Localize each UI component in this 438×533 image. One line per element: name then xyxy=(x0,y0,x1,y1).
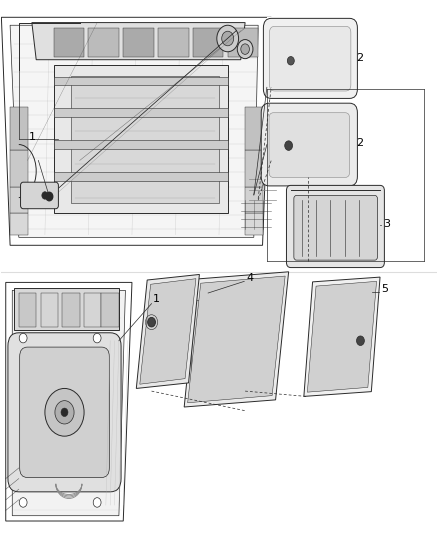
Circle shape xyxy=(241,44,249,54)
Polygon shape xyxy=(41,293,58,327)
Polygon shape xyxy=(307,281,377,392)
Polygon shape xyxy=(245,108,262,150)
Polygon shape xyxy=(304,277,380,397)
Polygon shape xyxy=(102,293,119,327)
Polygon shape xyxy=(32,22,245,60)
Polygon shape xyxy=(84,293,102,327)
FancyBboxPatch shape xyxy=(20,347,110,478)
Polygon shape xyxy=(53,109,228,117)
Polygon shape xyxy=(1,17,271,245)
Polygon shape xyxy=(245,187,262,214)
Circle shape xyxy=(357,336,364,345)
Polygon shape xyxy=(88,28,119,57)
Polygon shape xyxy=(267,17,419,266)
Polygon shape xyxy=(245,214,262,235)
Polygon shape xyxy=(191,296,279,399)
Polygon shape xyxy=(140,279,196,384)
Polygon shape xyxy=(184,272,289,407)
Circle shape xyxy=(19,333,27,343)
FancyBboxPatch shape xyxy=(21,182,58,209)
Polygon shape xyxy=(187,276,285,403)
Polygon shape xyxy=(228,28,258,57)
FancyBboxPatch shape xyxy=(263,18,357,99)
Polygon shape xyxy=(10,187,28,214)
Polygon shape xyxy=(193,28,223,57)
Polygon shape xyxy=(19,293,36,327)
Text: 2: 2 xyxy=(356,138,363,148)
FancyBboxPatch shape xyxy=(294,196,378,260)
Text: 3: 3 xyxy=(383,219,390,229)
Circle shape xyxy=(93,498,101,507)
Polygon shape xyxy=(6,282,132,521)
Circle shape xyxy=(237,39,253,59)
Text: 1: 1 xyxy=(153,294,160,304)
Polygon shape xyxy=(14,288,119,330)
Circle shape xyxy=(217,25,239,52)
Polygon shape xyxy=(136,274,199,389)
Polygon shape xyxy=(10,214,28,235)
Circle shape xyxy=(61,408,68,417)
Circle shape xyxy=(222,31,234,46)
Polygon shape xyxy=(71,76,219,203)
Polygon shape xyxy=(12,290,125,516)
FancyBboxPatch shape xyxy=(261,103,357,186)
FancyBboxPatch shape xyxy=(269,26,351,91)
Polygon shape xyxy=(10,108,28,150)
Polygon shape xyxy=(53,28,84,57)
Polygon shape xyxy=(62,293,80,327)
Circle shape xyxy=(42,192,48,199)
Text: 1: 1 xyxy=(28,132,35,142)
FancyBboxPatch shape xyxy=(286,185,385,268)
Polygon shape xyxy=(53,65,228,214)
Circle shape xyxy=(19,498,27,507)
Text: 5: 5 xyxy=(381,284,388,294)
FancyBboxPatch shape xyxy=(269,113,350,177)
Circle shape xyxy=(46,192,53,201)
FancyBboxPatch shape xyxy=(8,333,121,492)
Circle shape xyxy=(45,389,84,436)
Text: 2: 2 xyxy=(356,53,363,63)
Polygon shape xyxy=(53,77,228,85)
Polygon shape xyxy=(123,28,154,57)
Polygon shape xyxy=(10,150,28,187)
Circle shape xyxy=(55,401,74,424)
Circle shape xyxy=(148,317,155,327)
Circle shape xyxy=(93,333,101,343)
Polygon shape xyxy=(158,28,188,57)
Text: 4: 4 xyxy=(246,273,253,283)
Circle shape xyxy=(285,141,293,150)
Circle shape xyxy=(287,56,294,65)
Polygon shape xyxy=(245,150,262,187)
Polygon shape xyxy=(53,140,228,149)
Polygon shape xyxy=(10,25,258,237)
Polygon shape xyxy=(53,172,228,181)
